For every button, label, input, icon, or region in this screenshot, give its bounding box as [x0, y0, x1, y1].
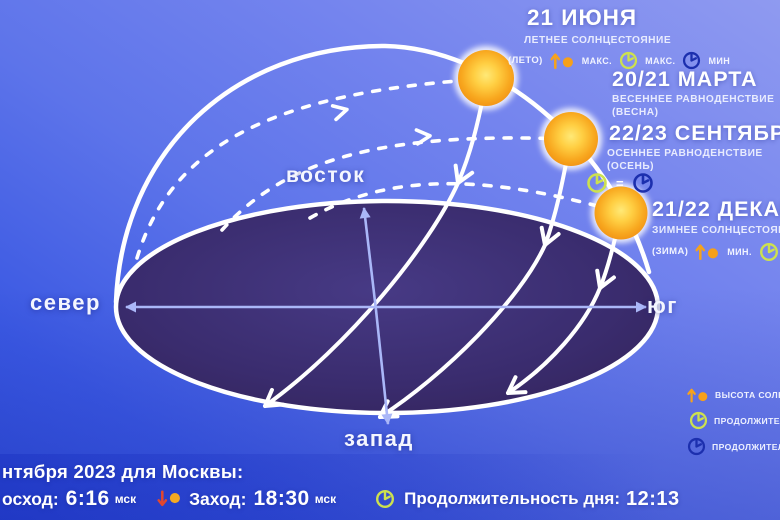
september-subtitle: ОСЕННЕЕ РАВНОДЕНСТВИЕ	[607, 148, 763, 159]
sun-height-icon	[550, 53, 573, 69]
sunset-label: Заход:	[189, 488, 247, 509]
east-west-axis	[359, 207, 393, 425]
dashed-sun-paths	[135, 77, 614, 260]
night-length-clock-icon	[687, 437, 706, 456]
legend-sun-height-label: ВЫСОТА СОЛНЦА	[715, 390, 780, 400]
december-stats-row: (ЗИМА) МИН.	[652, 240, 780, 263]
direction-south-label: юг	[647, 293, 678, 318]
night-length-clock-icon	[683, 51, 701, 70]
june-sun-height-value: МАКС.	[581, 55, 613, 66]
sunset-time: 18:30	[253, 487, 310, 510]
legend-day-length-label: ПРОДОЛЖИТЕЛЬНОСТЬ ДНЯ	[714, 415, 780, 426]
december-sun	[594, 186, 648, 240]
june-stats-row: (ЛЕТО) МАКС. МАКС. МИН	[508, 49, 730, 72]
footer-sun-times-line: осход: 6:16 мск Заход: 18:30 мск Продолж…	[2, 487, 680, 511]
december-sun-height-value: МИН.	[727, 246, 752, 257]
day-length-clock-icon	[689, 411, 708, 430]
june-date-heading: 21 ИЮНЯ	[527, 5, 638, 30]
december-dashed-path	[308, 181, 614, 220]
footer-date-line: нтября 2023 для Москвы:	[2, 461, 244, 482]
equinox-sun	[544, 112, 598, 166]
june-dashed-path	[135, 77, 488, 260]
sunrise-label: осход:	[2, 488, 59, 509]
night-length-clock-icon	[632, 173, 653, 193]
december-subtitle: ЗИМНЕЕ СОЛНЦЕСТОЯНИЕ	[652, 225, 780, 236]
equinox-equality-row: =	[585, 171, 655, 195]
september-date-heading: 22/23 СЕНТЯБРЯ	[609, 121, 780, 145]
direction-north-label: север	[30, 290, 101, 315]
legend-sun-height-row: ВЫСОТА СОЛНЦА	[686, 385, 780, 405]
daylength-label: Продолжительность дня:	[404, 489, 620, 508]
suns	[454, 46, 651, 243]
june-sun	[458, 50, 514, 106]
footer-band	[0, 454, 780, 520]
december-date-heading: 21/22 ДЕКАБРЯ	[652, 197, 780, 221]
equinox-path-arrowhead	[414, 128, 432, 146]
sunrise-timezone: мск	[114, 492, 137, 506]
june-day-length-value: МАКС.	[645, 55, 676, 66]
day-length-clock-icon	[376, 490, 395, 508]
direction-west-label: запад	[344, 426, 414, 451]
equals-sign: =	[616, 175, 624, 191]
march-season-label: (ВЕСНА)	[612, 107, 659, 118]
sunrise-time: 6:16	[65, 487, 110, 510]
sun-height-icon	[687, 388, 708, 403]
june-subtitle: ЛЕТНЕЕ СОЛНЦЕСТОЯНИЕ	[524, 35, 672, 46]
march-date-heading: 20/21 МАРТА	[612, 67, 758, 91]
equinox-descending-path-lower	[378, 243, 547, 419]
day-length-clock-icon	[619, 51, 638, 70]
march-subtitle: ВЕСЕННЕЕ РАВНОДЕНСТВИЕ	[612, 94, 775, 105]
legend-night-length-row: ПРОДОЛЖИТЕЛЬНОСТЬ НОЧИ	[686, 436, 780, 457]
direction-east-label: восток	[286, 164, 366, 187]
dashed-path-arrowheads	[330, 104, 432, 146]
sunset-icon	[157, 490, 181, 507]
june-season-label: (ЛЕТО)	[508, 55, 543, 66]
day-length-clock-icon	[759, 242, 778, 261]
june-night-length-value: МИН	[708, 55, 731, 66]
december-descending-path-lower	[506, 286, 602, 395]
daylength-value: 12:13	[625, 487, 680, 510]
sun-height-icon	[695, 244, 719, 260]
equinox-dashed-path	[220, 136, 568, 232]
december-season-label: (ЗИМА)	[652, 246, 689, 257]
sunset-timezone: мск	[314, 492, 337, 506]
june-path-arrowhead	[330, 104, 349, 122]
legend-night-length-label: ПРОДОЛЖИТЕЛЬНОСТЬ НОЧИ	[712, 441, 780, 452]
september-season-label: (ОСЕНЬ)	[607, 161, 655, 172]
legend-day-length-row: ПРОДОЛЖИТЕЛЬНОСТЬ ДНЯ	[688, 410, 780, 431]
day-length-clock-icon	[587, 173, 607, 193]
june-descending-path-lower	[263, 181, 460, 408]
